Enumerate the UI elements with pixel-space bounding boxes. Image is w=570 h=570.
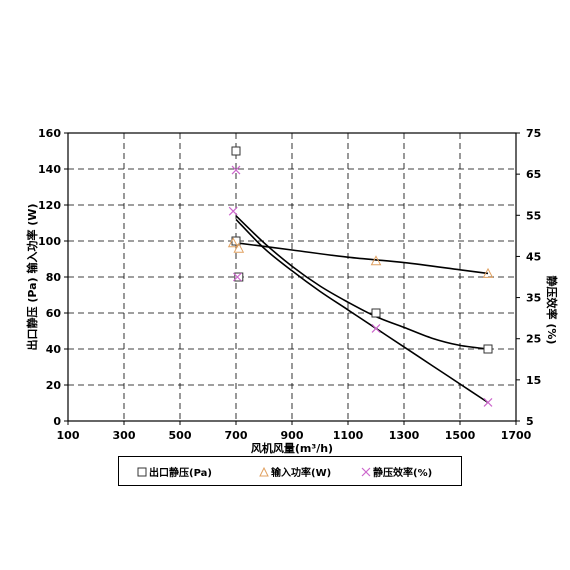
x-tick-label: 1700 — [501, 429, 532, 442]
y-right-tick-label: 25 — [526, 333, 541, 346]
y-right-tick-label: 65 — [526, 168, 541, 181]
y-right-tick-label: 45 — [526, 250, 541, 263]
data-point-series-0 — [234, 272, 244, 282]
legend-item-static-pressure: 出口静压(Pa) — [137, 464, 212, 479]
x-tick-label: 1100 — [333, 429, 364, 442]
y-right-tick-label: 35 — [526, 292, 541, 305]
data-point-series-0 — [483, 344, 493, 354]
data-point-series-0 — [231, 146, 241, 156]
data-point-series-2 — [228, 206, 238, 216]
y-left-tick-label: 20 — [46, 379, 62, 392]
legend-label-efficiency: 静压效率(%) — [373, 468, 433, 479]
data-point-series-0 — [371, 308, 381, 318]
legend-label-static-pressure: 出口静压(Pa) — [149, 468, 212, 479]
trend-line-series-0 — [235, 215, 489, 350]
x-axis-ticks: 100 300 500 700 900 1100 1300 1500 1700 — [57, 421, 532, 442]
y-right-axis-ticks: 5 15 25 35 45 55 65 75 — [516, 127, 541, 428]
y-right-tick-label: 55 — [526, 209, 541, 222]
x-tick-label: 1500 — [445, 429, 476, 442]
x-tick-label: 100 — [57, 429, 80, 442]
y-left-tick-label: 140 — [38, 163, 61, 176]
x-tick-label: 300 — [113, 429, 136, 442]
y-right-tick-label: 75 — [526, 127, 541, 140]
trend-line-series-1 — [235, 242, 489, 275]
x-tick-label: 1300 — [389, 429, 420, 442]
y-left-axis-ticks: 0 20 40 60 80 100 120 140 160 — [38, 127, 68, 428]
data-point-series-2 — [483, 398, 493, 407]
y-right-axis-title: 静压效率 (%) — [545, 276, 559, 345]
grid-lines — [68, 133, 516, 421]
y-left-tick-label: 160 — [38, 127, 61, 140]
data-markers — [227, 146, 494, 407]
data-point-series-2 — [371, 324, 381, 333]
x-marker-icon — [361, 467, 371, 476]
triangle-marker-icon — [259, 466, 269, 476]
data-point-series-1 — [482, 267, 494, 278]
trend-line-series-2 — [235, 218, 489, 404]
data-point-series-2 — [232, 272, 242, 282]
x-tick-label: 900 — [281, 429, 304, 442]
x-tick-label: 700 — [225, 429, 248, 442]
legend-item-efficiency: 静压效率(%) — [361, 464, 432, 479]
trend-lines — [235, 215, 489, 404]
data-point-series-1 — [227, 237, 239, 248]
data-point-series-1 — [370, 255, 382, 266]
y-left-tick-label: 80 — [46, 271, 62, 284]
data-point-series-1 — [233, 242, 245, 253]
data-point-series-2 — [231, 165, 241, 175]
legend-item-input-power: 输入功率(W) — [259, 464, 331, 479]
y-right-tick-label: 15 — [526, 374, 541, 387]
y-left-tick-label: 40 — [46, 343, 62, 356]
y-right-tick-label: 5 — [526, 415, 534, 428]
legend: 出口静压(Pa) 输入功率(W) 静压效率(%) — [118, 456, 462, 486]
y-left-tick-label: 100 — [38, 235, 61, 248]
legend-label-input-power: 输入功率(W) — [271, 468, 332, 479]
y-left-tick-label: 0 — [53, 415, 61, 428]
x-tick-label: 500 — [169, 429, 192, 442]
x-axis-title: 风机风量(m³/h) — [251, 441, 333, 455]
y-left-tick-label: 60 — [46, 307, 62, 320]
y-left-axis-title: 出口静压 (Pa) 输入功率 (W) — [25, 204, 39, 351]
y-left-tick-label: 120 — [38, 199, 61, 212]
square-marker-icon — [137, 467, 147, 476]
